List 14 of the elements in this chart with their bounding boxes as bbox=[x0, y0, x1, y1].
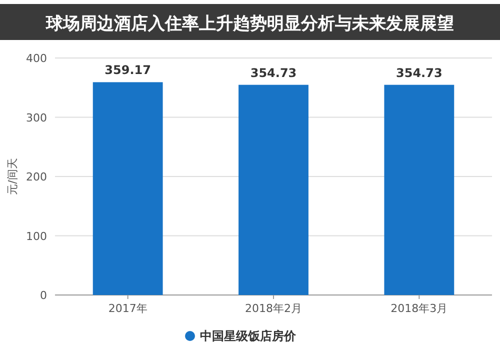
data-label: 354.73 bbox=[396, 66, 442, 80]
chart-title: 球场周边酒店入住率上升趋势明显分析与未来发展展望 bbox=[45, 14, 454, 34]
data-label: 359.17 bbox=[104, 63, 151, 78]
y-tick-label: 400 bbox=[26, 52, 47, 65]
y-tick-label: 100 bbox=[26, 230, 47, 243]
y-axis-title: 元/间天 bbox=[6, 158, 19, 195]
x-tick-label: 2018年3月 bbox=[390, 302, 448, 315]
y-tick-label: 300 bbox=[26, 111, 47, 124]
legend-label: 中国星级饭店房价 bbox=[200, 329, 297, 343]
x-tick-label: 2017年 bbox=[108, 302, 148, 315]
y-tick-label: 0 bbox=[40, 289, 47, 302]
y-tick-label: 200 bbox=[26, 170, 47, 184]
data-label: 354.73 bbox=[250, 66, 297, 80]
x-tick-label: 2018年2月 bbox=[245, 302, 302, 315]
